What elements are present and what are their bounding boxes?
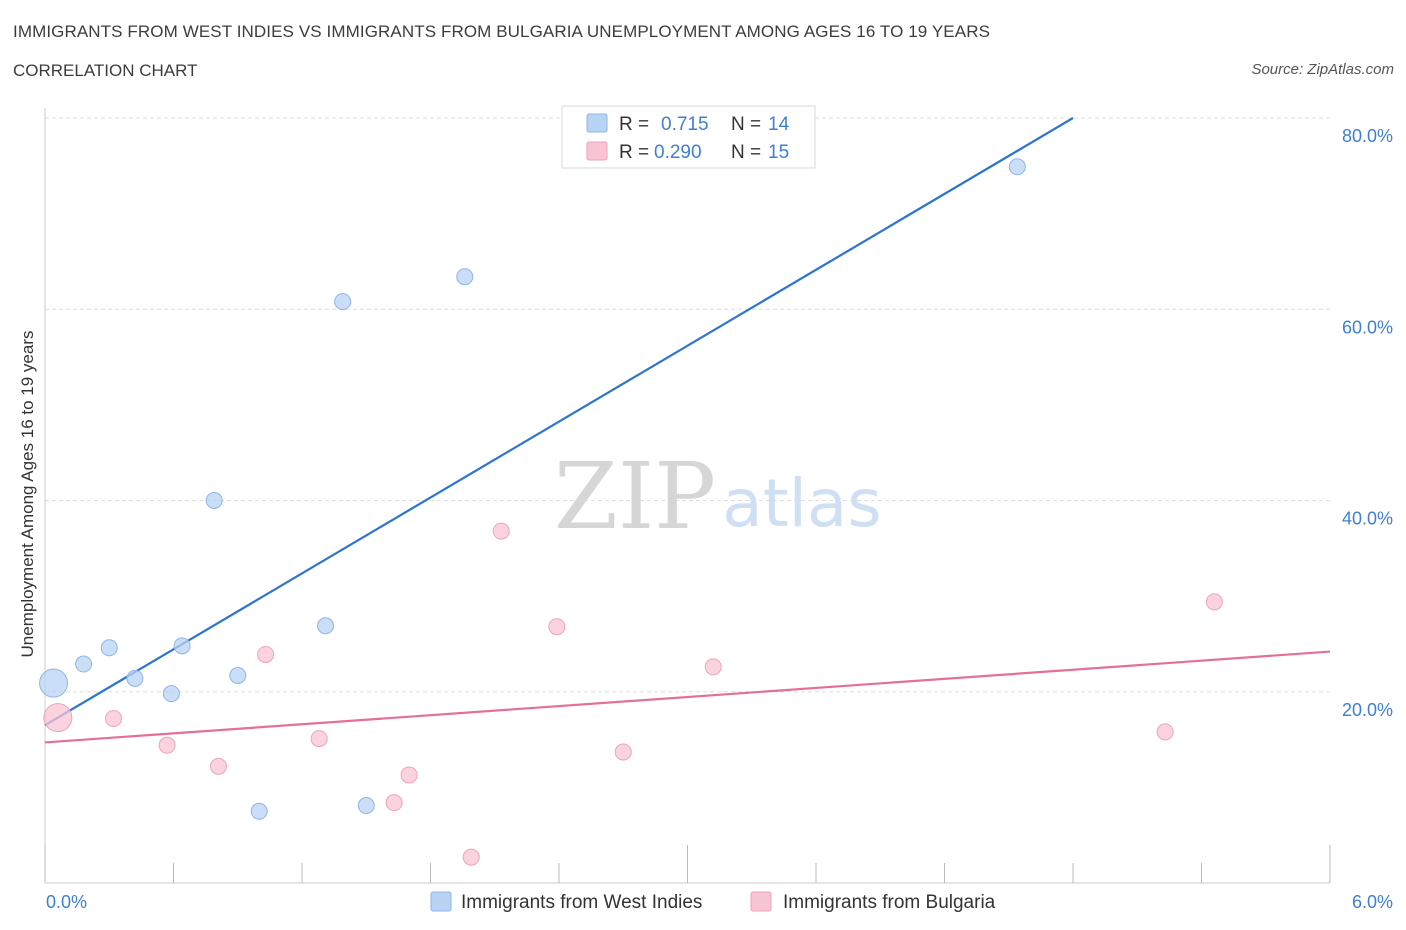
data-point <box>162 685 180 703</box>
legend-r-value: 0.715 <box>661 114 709 135</box>
data-point <box>456 268 474 286</box>
data-point <box>548 618 566 636</box>
data-point <box>310 730 328 748</box>
data-point <box>75 655 93 673</box>
data-point <box>39 668 69 698</box>
series-legend-swatch-west-indies <box>430 891 452 912</box>
legend-r-label: R = <box>619 142 649 163</box>
series-legend-label: Immigrants from West Indies <box>461 892 702 913</box>
source-credit: Source: ZipAtlas.com <box>1251 61 1394 78</box>
y-tick-label: 20.0% <box>1342 700 1393 720</box>
data-point <box>126 669 144 687</box>
legend-swatch-bulgaria <box>586 141 608 161</box>
data-point <box>400 766 418 784</box>
data-point <box>205 492 223 509</box>
data-points <box>39 158 1223 866</box>
data-point <box>385 794 403 812</box>
data-point <box>100 639 118 657</box>
data-point <box>704 658 722 676</box>
watermark-zip: ZIP <box>554 443 716 550</box>
legend-n-label: N = <box>731 114 761 135</box>
series-legend-swatch-bulgaria <box>750 891 772 912</box>
correlation-legend: R = 0.715 N = 14 R = 0.290 N = 15 <box>561 105 816 169</box>
x-tick-label: 6.0% <box>1352 892 1393 912</box>
y-tick-label: 80.0% <box>1342 126 1393 146</box>
data-point <box>158 736 176 754</box>
legend-r-label: R = <box>619 114 649 135</box>
data-point <box>257 645 275 663</box>
data-point <box>173 637 191 655</box>
legend-swatch-west-indies <box>586 113 608 133</box>
data-point <box>462 848 480 866</box>
legend-n-label: N = <box>731 142 761 163</box>
gridlines <box>45 117 1330 693</box>
trend-lines <box>44 117 1331 744</box>
trend-line <box>44 117 1074 727</box>
data-point <box>334 293 352 311</box>
data-point <box>250 802 268 820</box>
legend-n-value: 15 <box>768 142 789 163</box>
data-point <box>357 797 375 815</box>
data-point <box>1008 158 1026 176</box>
y-tick-label: 40.0% <box>1342 509 1393 529</box>
series-legend: Immigrants from West Indies Immigrants f… <box>430 891 996 913</box>
legend-r-value: 0.290 <box>654 142 702 163</box>
data-point <box>1156 723 1174 741</box>
legend-n-value: 14 <box>768 114 790 135</box>
data-point <box>105 710 123 728</box>
watermark-atlas: atlas <box>722 465 882 542</box>
y-axis-title: Unemployment Among Ages 16 to 19 years <box>18 331 37 658</box>
axis-labels: 20.0% 40.0% 60.0% 80.0% 0.0% 6.0% Unemployment… <box>18 126 1393 912</box>
chart-title: IMMIGRANTS FROM WEST INDIES VS IMMIGRANT… <box>13 22 991 41</box>
trend-line <box>44 650 1331 744</box>
x-tick-label: 0.0% <box>46 892 87 912</box>
axes <box>44 108 1331 884</box>
chart-subtitle: CORRELATION CHART <box>13 61 198 80</box>
data-point <box>492 522 510 540</box>
data-point <box>1205 593 1223 611</box>
data-point <box>229 666 247 684</box>
data-point <box>43 703 73 733</box>
data-point <box>317 617 335 635</box>
watermark: ZIP atlas <box>554 443 882 550</box>
data-point <box>209 757 227 775</box>
series-legend-label: Immigrants from Bulgaria <box>783 892 996 913</box>
y-tick-label: 60.0% <box>1342 317 1393 337</box>
data-point <box>614 743 632 761</box>
